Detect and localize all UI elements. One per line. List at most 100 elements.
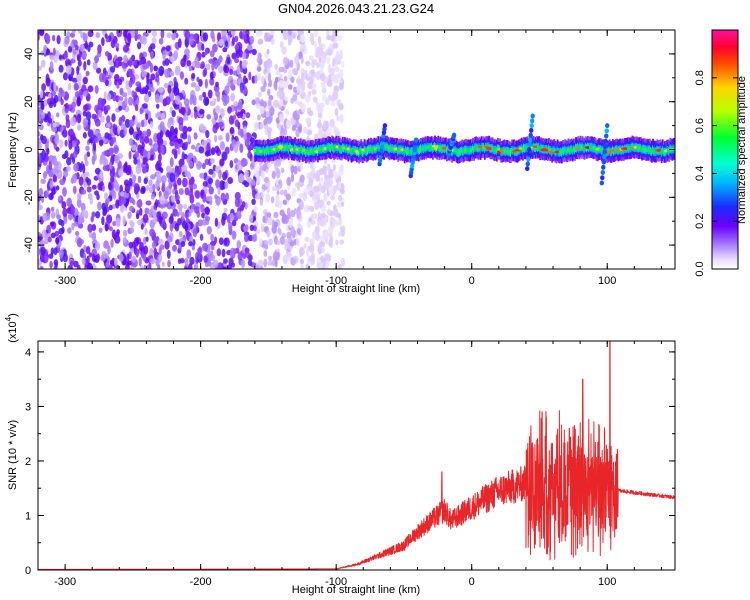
noise-dot bbox=[125, 80, 130, 90]
noise-dot bbox=[98, 227, 103, 233]
noise-dot bbox=[102, 184, 105, 192]
noise-dot bbox=[173, 81, 179, 89]
noise-dot bbox=[219, 141, 225, 151]
noise-dot bbox=[184, 223, 189, 231]
signal-band-slice bbox=[465, 147, 468, 153]
noise-dot bbox=[308, 217, 312, 223]
noise-dot bbox=[188, 66, 193, 72]
noise-dot bbox=[214, 134, 218, 143]
signal-spike bbox=[600, 170, 605, 176]
noise-dot bbox=[83, 153, 88, 162]
noise-dot bbox=[233, 144, 239, 153]
noise-dot bbox=[71, 173, 78, 184]
noise-dot bbox=[112, 91, 117, 102]
noise-dot bbox=[204, 78, 208, 89]
noise-dot bbox=[170, 55, 175, 63]
noise-dot bbox=[158, 216, 163, 225]
noise-dot bbox=[129, 205, 135, 212]
noise-dot bbox=[114, 74, 120, 82]
noise-dot bbox=[309, 243, 315, 254]
noise-dot bbox=[38, 204, 43, 211]
noise-dot bbox=[205, 130, 210, 138]
signal-band-slice bbox=[430, 144, 433, 150]
noise-dot bbox=[116, 219, 121, 228]
noise-dot bbox=[62, 253, 68, 263]
noise-dot bbox=[333, 63, 338, 72]
noise-dot bbox=[64, 58, 71, 67]
noise-dot bbox=[325, 260, 330, 267]
noise-dot bbox=[319, 62, 324, 69]
signal-band-slice bbox=[462, 149, 465, 154]
signal-band-slice bbox=[359, 149, 362, 154]
noise-dot bbox=[335, 239, 339, 246]
signal-spike bbox=[530, 113, 535, 119]
noise-dot bbox=[116, 229, 120, 235]
signal-band-slice bbox=[388, 147, 391, 152]
noise-dot bbox=[53, 94, 59, 104]
signal-band-slice bbox=[463, 148, 466, 153]
signal-band-slice bbox=[321, 147, 324, 152]
noise-dot bbox=[63, 52, 68, 59]
noise-dot bbox=[151, 30, 158, 38]
noise-dot bbox=[242, 51, 247, 60]
signal-band-slice bbox=[558, 150, 561, 155]
noise-dot bbox=[96, 253, 100, 262]
noise-dot bbox=[95, 32, 101, 39]
noise-dot bbox=[274, 77, 279, 84]
noise-dot bbox=[165, 130, 171, 138]
noise-dot bbox=[205, 216, 211, 222]
noise-dot bbox=[215, 165, 219, 173]
noise-dot bbox=[264, 176, 269, 184]
signal-band-slice bbox=[367, 146, 370, 152]
noise-dot bbox=[268, 255, 272, 262]
noise-dot bbox=[308, 177, 313, 188]
signal-band-slice bbox=[466, 148, 469, 153]
noise-dot bbox=[54, 135, 60, 145]
noise-dot bbox=[130, 30, 135, 35]
signal-band-slice bbox=[423, 146, 426, 152]
noise-dot bbox=[144, 207, 150, 215]
noise-dot bbox=[334, 108, 339, 117]
noise-dot bbox=[194, 110, 198, 119]
noise-dot bbox=[313, 98, 318, 104]
colorbar-label: Normalized spectral amplitude bbox=[736, 76, 748, 224]
noise-dot bbox=[326, 34, 331, 41]
noise-dot bbox=[309, 190, 314, 198]
noise-dot bbox=[244, 169, 249, 179]
noise-dot bbox=[322, 120, 327, 130]
noise-dot bbox=[77, 96, 81, 106]
noise-dot bbox=[283, 215, 289, 225]
noise-dot bbox=[217, 186, 221, 195]
noise-dot bbox=[243, 158, 248, 167]
noise-dot bbox=[234, 35, 239, 43]
x-tick-label: -200 bbox=[190, 275, 212, 287]
noise-dot bbox=[201, 51, 206, 58]
noise-dot bbox=[235, 50, 241, 59]
signal-band-slice bbox=[582, 146, 585, 151]
noise-dot bbox=[281, 167, 285, 174]
noise-dot bbox=[142, 103, 148, 109]
snr-y-label: SNR (10 * v/v) bbox=[7, 420, 19, 490]
noise-dot bbox=[58, 54, 63, 60]
signal-band-slice bbox=[387, 145, 390, 151]
noise-dot bbox=[205, 195, 212, 202]
noise-dot bbox=[78, 176, 84, 186]
noise-dot bbox=[123, 54, 128, 64]
noise-dot bbox=[148, 179, 153, 187]
noise-dot bbox=[38, 65, 43, 71]
noise-dot bbox=[150, 73, 156, 81]
noise-dot bbox=[340, 229, 345, 237]
noise-dot bbox=[131, 54, 136, 61]
noise-dot bbox=[122, 236, 127, 244]
noise-dot bbox=[292, 110, 298, 121]
noise-dot bbox=[86, 186, 92, 193]
noise-dot bbox=[103, 252, 109, 259]
noise-dot bbox=[176, 138, 183, 144]
noise-dot bbox=[230, 93, 236, 102]
noise-dot bbox=[331, 43, 338, 49]
noise-dot bbox=[172, 244, 177, 252]
noise-dot bbox=[183, 153, 188, 160]
signal-band-slice bbox=[642, 146, 645, 152]
noise-dot bbox=[127, 211, 132, 219]
signal-band-slice bbox=[313, 148, 316, 154]
